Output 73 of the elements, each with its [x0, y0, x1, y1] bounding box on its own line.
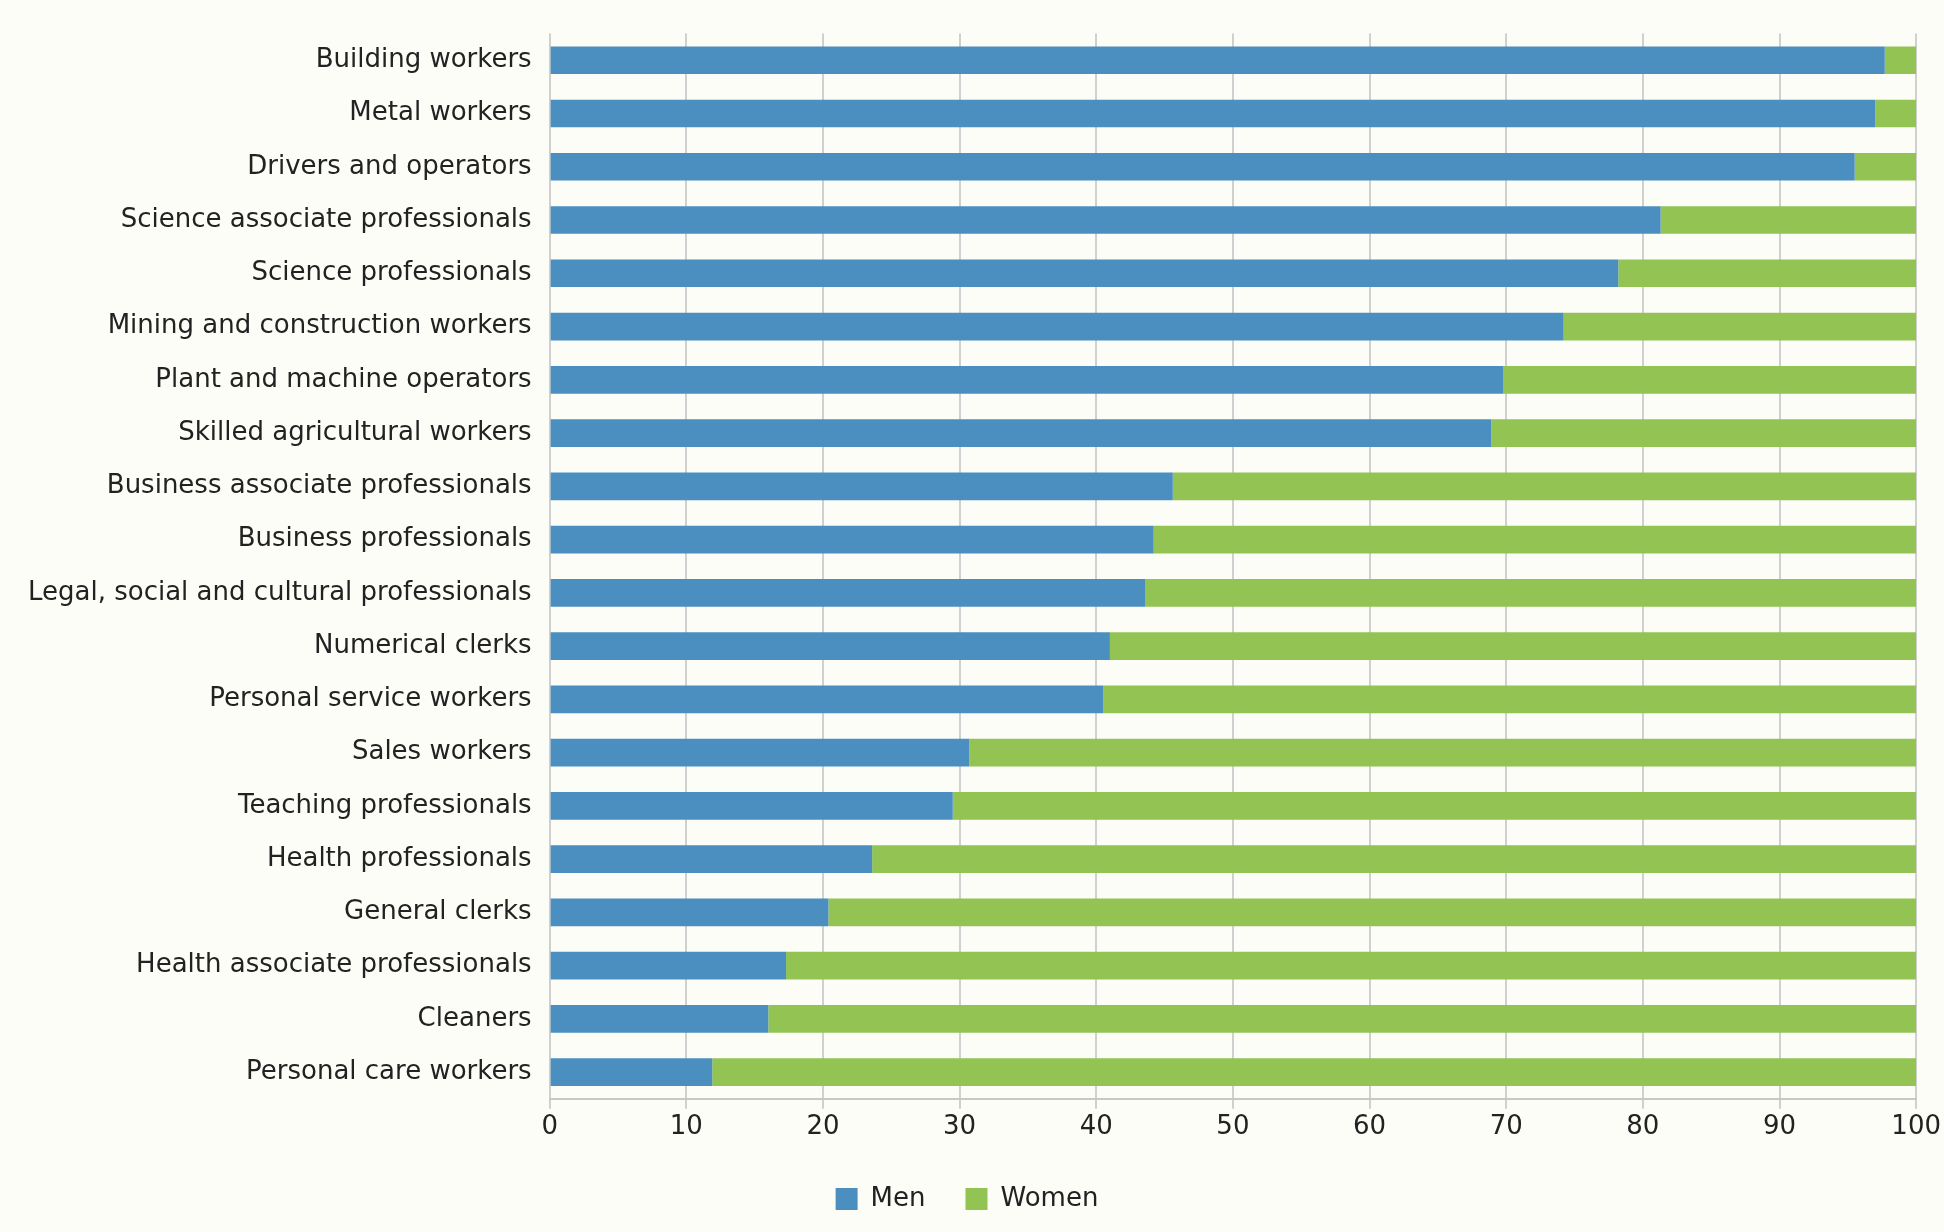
bar [550, 259, 1619, 288]
bar [1145, 578, 1917, 607]
bar [712, 1058, 1917, 1087]
bar [550, 578, 1146, 607]
bar [550, 525, 1154, 554]
y-tick-label: Mining and construction workers [107, 309, 532, 340]
y-tick-label: Drivers and operators [247, 149, 532, 180]
x-tick-label: 70 [1489, 1110, 1523, 1141]
y-tick-label: Science associate professionals [120, 202, 532, 233]
y-tick-label: Legal, social and cultural professionals [27, 575, 532, 606]
bar [550, 365, 1504, 394]
bar [872, 845, 1917, 873]
bar [550, 1058, 713, 1087]
bar [1491, 419, 1917, 447]
bar [550, 206, 1661, 234]
bar [550, 46, 1885, 75]
bar [550, 951, 787, 980]
x-tick-label: 50 [1216, 1110, 1250, 1141]
bar [786, 951, 1917, 980]
bar [1875, 99, 1917, 128]
y-tick-label: Business professionals [237, 522, 532, 553]
bar [1563, 312, 1917, 341]
y-tick-label: Health professionals [266, 841, 532, 872]
bar [828, 898, 1917, 927]
y-tick-label: Personal care workers [246, 1054, 532, 1085]
y-tick-label: Cleaners [417, 1001, 532, 1032]
y-tick-label: Metal workers [349, 96, 532, 127]
x-tick-label: 0 [541, 1110, 558, 1141]
legend-label: Women [1000, 1181, 1099, 1212]
y-tick-label: Sales workers [351, 735, 532, 766]
bar [952, 792, 1917, 820]
bar [550, 845, 873, 873]
legend-label: Men [870, 1181, 926, 1212]
y-tick-label: Health associate professionals [136, 948, 532, 979]
x-tick-label: 40 [1079, 1110, 1113, 1141]
bar [550, 472, 1173, 501]
bar [550, 632, 1110, 660]
x-tick-label: 20 [806, 1110, 840, 1141]
bar [550, 792, 953, 820]
bar [969, 738, 1917, 767]
bar [550, 419, 1492, 447]
bar [1153, 525, 1917, 554]
y-tick-label: Building workers [315, 42, 532, 73]
x-tick-label: 10 [669, 1110, 703, 1141]
x-tick-label: 80 [1626, 1110, 1660, 1141]
y-tick-label: General clerks [344, 895, 532, 926]
x-tick-label: 30 [943, 1110, 977, 1141]
bar [1503, 365, 1917, 394]
y-tick-label: Personal service workers [209, 682, 532, 713]
y-tick-label: Teaching professionals [236, 788, 532, 819]
y-tick-label: Science professionals [251, 256, 532, 287]
bar [1103, 685, 1917, 714]
y-tick-label: Plant and machine operators [155, 362, 532, 393]
x-tick-label: 100 [1891, 1110, 1942, 1141]
bar [550, 685, 1104, 714]
bar [1618, 259, 1917, 288]
x-tick-label: 90 [1762, 1110, 1797, 1141]
bar [1109, 632, 1917, 660]
bar [550, 898, 829, 927]
x-tick-label: 60 [1353, 1110, 1387, 1141]
bar [1884, 46, 1917, 75]
bar [550, 312, 1564, 341]
bar [550, 152, 1855, 181]
y-tick-label: Numerical clerks [313, 628, 532, 659]
bar [550, 99, 1876, 128]
bar [550, 738, 970, 767]
bar [1172, 472, 1917, 501]
bar [1854, 152, 1917, 181]
y-tick-label: Skilled agricultural workers [178, 415, 532, 446]
bar [550, 1005, 769, 1033]
bar [1660, 206, 1917, 234]
bar [768, 1005, 1917, 1033]
y-tick-label: Business associate professionals [106, 469, 532, 500]
